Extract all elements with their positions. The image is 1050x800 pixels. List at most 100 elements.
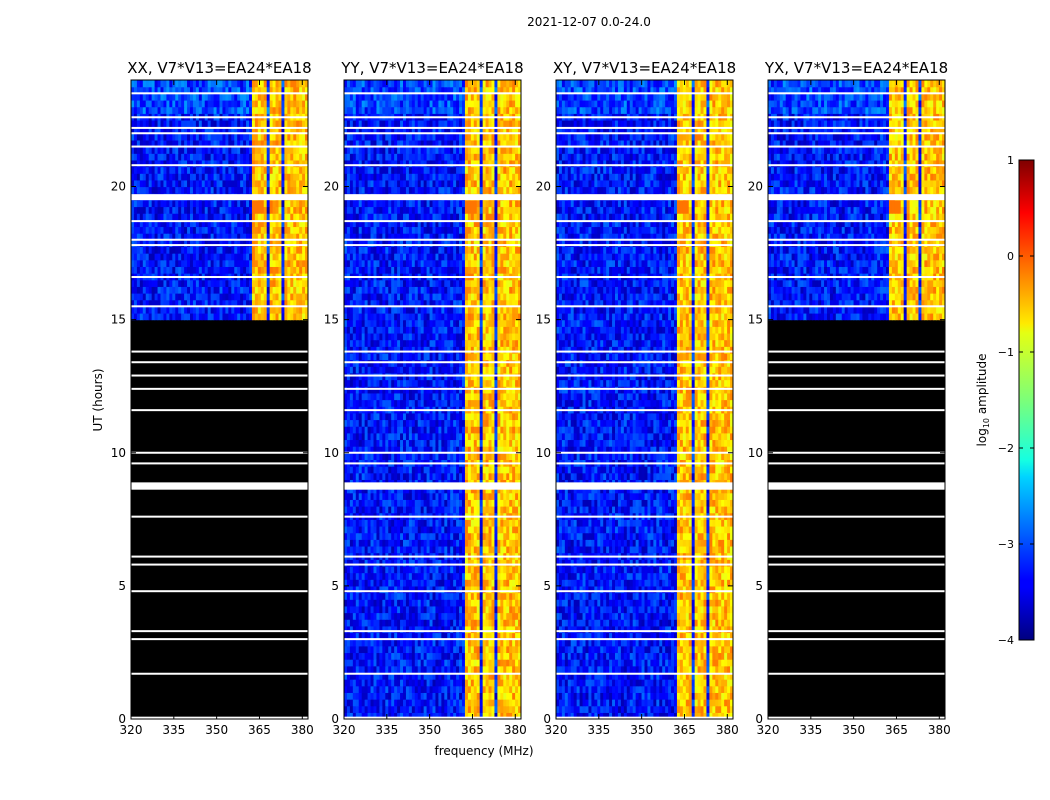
heatmap-cell: [444, 585, 448, 594]
heatmap-cell: [379, 685, 383, 693]
heatmap-cell: [391, 499, 395, 507]
heatmap-cell: [491, 685, 496, 693]
heatmap-cell: [438, 639, 442, 647]
heatmap-cell: [157, 133, 162, 141]
heatmap-cell: [148, 173, 153, 181]
heatmap-cell: [181, 266, 185, 274]
heatmap-cell: [305, 246, 308, 254]
heatmap-cell: [429, 712, 434, 719]
heatmap-cell: [444, 685, 448, 693]
heatmap-cell: [464, 625, 469, 634]
heatmap-cell: [257, 266, 262, 274]
heatmap-cell: [234, 119, 238, 128]
heatmap-cell: [485, 452, 490, 461]
heatmap-cell: [195, 253, 200, 261]
heatmap-cell: [346, 439, 351, 447]
heatmap-cell: [344, 472, 348, 480]
heatmap-cell: [151, 206, 156, 214]
heatmap-cell: [240, 133, 244, 141]
heatmap-cell: [482, 466, 487, 474]
heatmap-cell: [349, 579, 354, 587]
heatmap-cell: [405, 665, 410, 674]
heatmap-cell: [260, 159, 265, 168]
heatmap-cell: [470, 685, 475, 693]
heatmap-cell: [195, 219, 200, 228]
heatmap-cell: [479, 499, 484, 507]
heatmap-cell: [376, 539, 380, 547]
heatmap-cell: [139, 299, 144, 307]
heatmap-cell: [370, 412, 375, 421]
heatmap-cell: [509, 559, 513, 567]
heatmap-cell: [293, 293, 297, 301]
heatmap-cell: [435, 439, 439, 447]
heatmap-cell: [447, 672, 451, 680]
heatmap-cell: [240, 233, 244, 241]
heatmap-cell: [246, 179, 250, 188]
heatmap-cell: [251, 126, 256, 134]
heatmap-cell: [438, 712, 442, 719]
heatmap-cell: [420, 532, 425, 540]
heatmap-cell: [408, 532, 413, 540]
heatmap-cell: [459, 705, 463, 713]
heatmap-cell: [257, 106, 262, 114]
heatmap-cell: [441, 705, 445, 713]
heatmap-cell: [364, 499, 369, 507]
heatmap-cell: [269, 286, 274, 294]
heatmap-cell: [453, 572, 457, 580]
heatmap-cell: [370, 639, 375, 647]
heatmap-cell: [432, 419, 437, 427]
heatmap-cell: [476, 559, 481, 567]
heatmap-cell: [494, 439, 498, 447]
heatmap-cell: [373, 632, 378, 640]
heatmap-cell: [187, 106, 191, 114]
heatmap-cell: [432, 645, 437, 654]
heatmap-cell: [420, 559, 425, 567]
heatmap-cell: [269, 166, 274, 174]
heatmap-cell: [172, 106, 176, 114]
heatmap-cell: [462, 519, 466, 527]
heatmap-cell: [444, 692, 448, 700]
heatmap-cell: [518, 579, 521, 587]
heatmap-cell: [266, 139, 271, 148]
heatmap-cell: [435, 619, 439, 627]
heatmap-cell: [494, 685, 498, 693]
heatmap-cell: [506, 665, 510, 674]
heatmap-cell: [361, 499, 366, 507]
heatmap-cell: [450, 712, 454, 719]
heatmap-cell: [379, 619, 383, 627]
heatmap-cell: [184, 106, 188, 114]
heatmap-cell: [254, 206, 259, 214]
heatmap-cell: [281, 99, 285, 108]
heatmap-cell: [246, 233, 250, 241]
heatmap-cell: [411, 499, 416, 507]
heatmap-cell: [187, 166, 191, 174]
heatmap-cell: [349, 672, 354, 680]
heatmap-cell: [160, 99, 165, 108]
heatmap-cell: [204, 306, 209, 314]
heatmap-cell: [382, 545, 386, 554]
heatmap-cell: [414, 699, 419, 707]
heatmap-cell: [426, 572, 431, 580]
heatmap-cell: [352, 565, 357, 574]
heatmap-cell: [237, 299, 241, 307]
heatmap-cell: [494, 712, 498, 719]
heatmap-cell: [408, 672, 413, 680]
heatmap-cell: [509, 692, 513, 700]
heatmap-cell: [266, 219, 271, 228]
heatmap-cell: [467, 612, 472, 620]
heatmap-cell: [373, 506, 378, 514]
heatmap-cell: [447, 685, 451, 693]
heatmap-cell: [352, 585, 357, 594]
heatmap-cell: [379, 672, 383, 680]
heatmap-cell: [237, 286, 241, 294]
heatmap-cell: [266, 233, 271, 241]
heatmap-cell: [195, 126, 200, 134]
heatmap-cell: [257, 146, 262, 154]
heatmap-cell: [453, 632, 457, 640]
heatmap-cell: [400, 712, 404, 719]
heatmap-cell: [426, 525, 431, 534]
heatmap-cell: [299, 166, 303, 174]
heatmap-cell: [503, 592, 507, 600]
heatmap-cell: [479, 565, 484, 574]
heatmap-cell: [456, 439, 460, 447]
